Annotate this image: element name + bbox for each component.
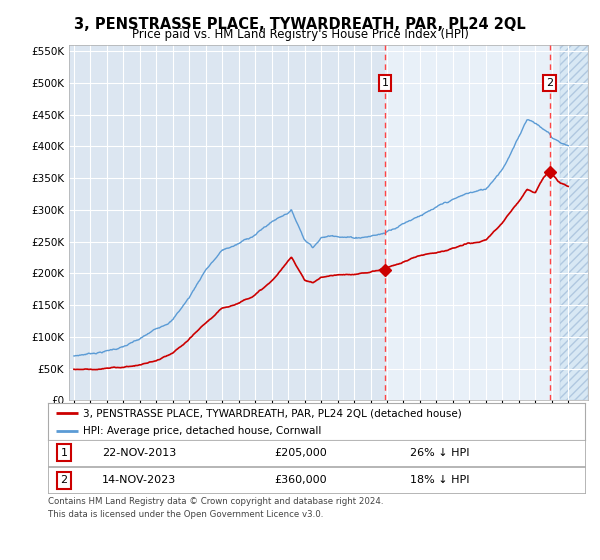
- Text: HPI: Average price, detached house, Cornwall: HPI: Average price, detached house, Corn…: [83, 426, 321, 436]
- Bar: [560, 45, 588, 400]
- Text: 3, PENSTRASSE PLACE, TYWARDREATH, PAR, PL24 2QL: 3, PENSTRASSE PLACE, TYWARDREATH, PAR, P…: [74, 17, 526, 32]
- Text: Price paid vs. HM Land Registry's House Price Index (HPI): Price paid vs. HM Land Registry's House …: [131, 28, 469, 41]
- Text: 14-NOV-2023: 14-NOV-2023: [102, 475, 176, 485]
- Text: 2: 2: [546, 78, 553, 88]
- Text: 2: 2: [61, 475, 68, 485]
- Text: This data is licensed under the Open Government Licence v3.0.: This data is licensed under the Open Gov…: [48, 510, 323, 519]
- Bar: [385, 45, 560, 400]
- Text: £360,000: £360,000: [274, 475, 327, 485]
- Text: 18% ↓ HPI: 18% ↓ HPI: [410, 475, 470, 485]
- Text: Contains HM Land Registry data © Crown copyright and database right 2024.: Contains HM Land Registry data © Crown c…: [48, 497, 383, 506]
- Text: 3, PENSTRASSE PLACE, TYWARDREATH, PAR, PL24 2QL (detached house): 3, PENSTRASSE PLACE, TYWARDREATH, PAR, P…: [83, 408, 461, 418]
- Text: 1: 1: [61, 448, 68, 458]
- Text: 26% ↓ HPI: 26% ↓ HPI: [410, 448, 470, 458]
- Text: 1: 1: [382, 78, 389, 88]
- Text: £205,000: £205,000: [274, 448, 327, 458]
- Text: 22-NOV-2013: 22-NOV-2013: [102, 448, 176, 458]
